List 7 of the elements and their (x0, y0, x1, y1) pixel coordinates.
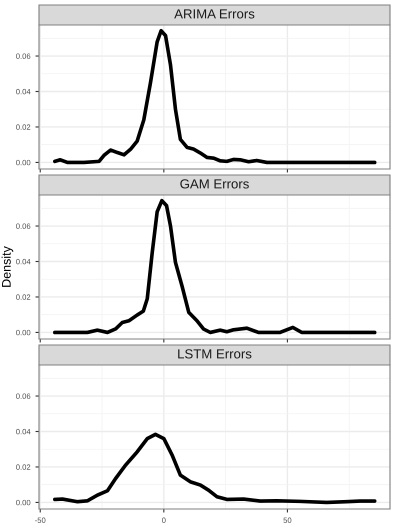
line-series (53, 198, 376, 334)
chart-title: LSTM Errors (178, 349, 252, 359)
line-series (53, 432, 376, 504)
line-series (53, 28, 376, 164)
y-axis-title: Density (2, 246, 14, 287)
chart-title: ARIMA Errors (174, 9, 254, 19)
chart-title: GAM Errors (180, 179, 249, 189)
